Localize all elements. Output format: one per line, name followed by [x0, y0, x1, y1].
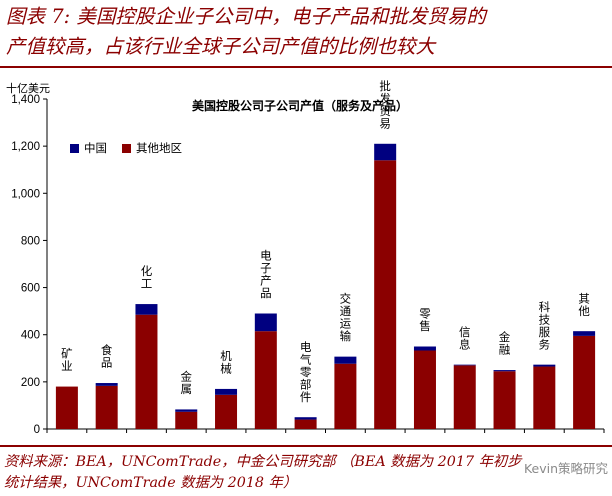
bar-china: [573, 331, 596, 336]
category-label: 矿业: [60, 348, 74, 373]
source-divider: [0, 445, 612, 447]
figure-heading-line-2: 产值较高，占该行业全球子公司产值的比例也较大: [6, 35, 436, 58]
bar-china: [493, 370, 516, 372]
bar-other-region: [334, 363, 357, 429]
bar-china: [95, 383, 118, 386]
category-label: 金融: [498, 330, 512, 356]
figure-heading: 图表 7: 美国控股企业子公司中，电子产品和批发贸易的 产值较高，占该行业全球子…: [6, 2, 606, 62]
bar-china: [135, 304, 158, 315]
category-label: 科技服务: [537, 300, 551, 351]
bar-other-region: [135, 314, 158, 429]
source-note-line-1: 资料来源：BEA，UNComTrade，中金公司研究部 （BEA 数据为 201…: [4, 454, 522, 470]
figure-heading-line-1: 图表 7: 美国控股企业子公司中，电子产品和批发贸易的: [6, 5, 486, 28]
bar-china: [334, 356, 357, 364]
bar-china: [533, 364, 556, 367]
bar-chart: 0 200 400 600 800 1,000 1,200 1,400十亿美元美国控股公司子公…: [6, 79, 605, 436]
category-label: 信息: [458, 326, 472, 351]
bar-other-region: [374, 160, 397, 429]
bar-china: [175, 409, 198, 412]
bar-china: [413, 346, 436, 351]
chart-title: 美国控股公司子公司产值（服务及产品）: [192, 98, 408, 113]
category-label: 机械: [219, 349, 233, 375]
y-unit-label: 十亿美元: [6, 81, 50, 95]
legend-label: 其他地区: [136, 141, 182, 155]
category-label: 食品: [100, 343, 114, 369]
bar-china: [453, 364, 476, 366]
category-label: 交通运输: [338, 292, 352, 343]
y-tick-label: 800: [21, 235, 40, 247]
bar-other-region: [453, 365, 476, 429]
bar-other-region: [533, 366, 556, 429]
category-label: 零售: [418, 308, 432, 333]
y-tick-label: 400: [21, 330, 40, 342]
category-label: 金属: [179, 370, 193, 396]
legend-label: 中国: [84, 141, 107, 155]
y-tick-label: 1,000: [11, 188, 40, 200]
legend-swatch: [70, 144, 79, 153]
watermark: Kevin策略研究: [523, 461, 608, 476]
bar-china: [374, 143, 397, 161]
bar-other-region: [413, 350, 436, 429]
category-label: 化工: [139, 264, 153, 290]
bar-other-region: [294, 419, 317, 429]
category-label: 电气零部件: [299, 341, 313, 404]
category-label: 电子产品: [259, 250, 273, 300]
bar-other-region: [573, 335, 596, 429]
y-tick-label: 200: [21, 377, 40, 389]
bar-china: [215, 388, 238, 395]
bar-other-region: [215, 394, 238, 429]
category-label: 其他: [577, 292, 591, 317]
bar-other-region: [55, 386, 78, 429]
bar-other-region: [95, 385, 118, 429]
bar-other-region: [254, 331, 277, 429]
y-tick-label: 600: [21, 283, 40, 295]
y-tick-label: 1,200: [11, 141, 40, 153]
bar-china: [294, 417, 317, 420]
source-note-line-2: 统计结果，UNComTrade 数据为 2018 年）: [4, 475, 298, 491]
bar-other-region: [175, 411, 198, 429]
bar-other-region: [493, 371, 516, 429]
bar-china: [254, 313, 277, 332]
source-note: 资料来源：BEA，UNComTrade，中金公司研究部 （BEA 数据为 201…: [4, 452, 610, 494]
legend-swatch: [122, 144, 131, 153]
y-tick-label: 0: [34, 424, 40, 436]
y-tick-label: 1,400: [11, 94, 40, 106]
heading-divider: [0, 66, 612, 68]
category-label: 批发贸易: [378, 79, 392, 130]
